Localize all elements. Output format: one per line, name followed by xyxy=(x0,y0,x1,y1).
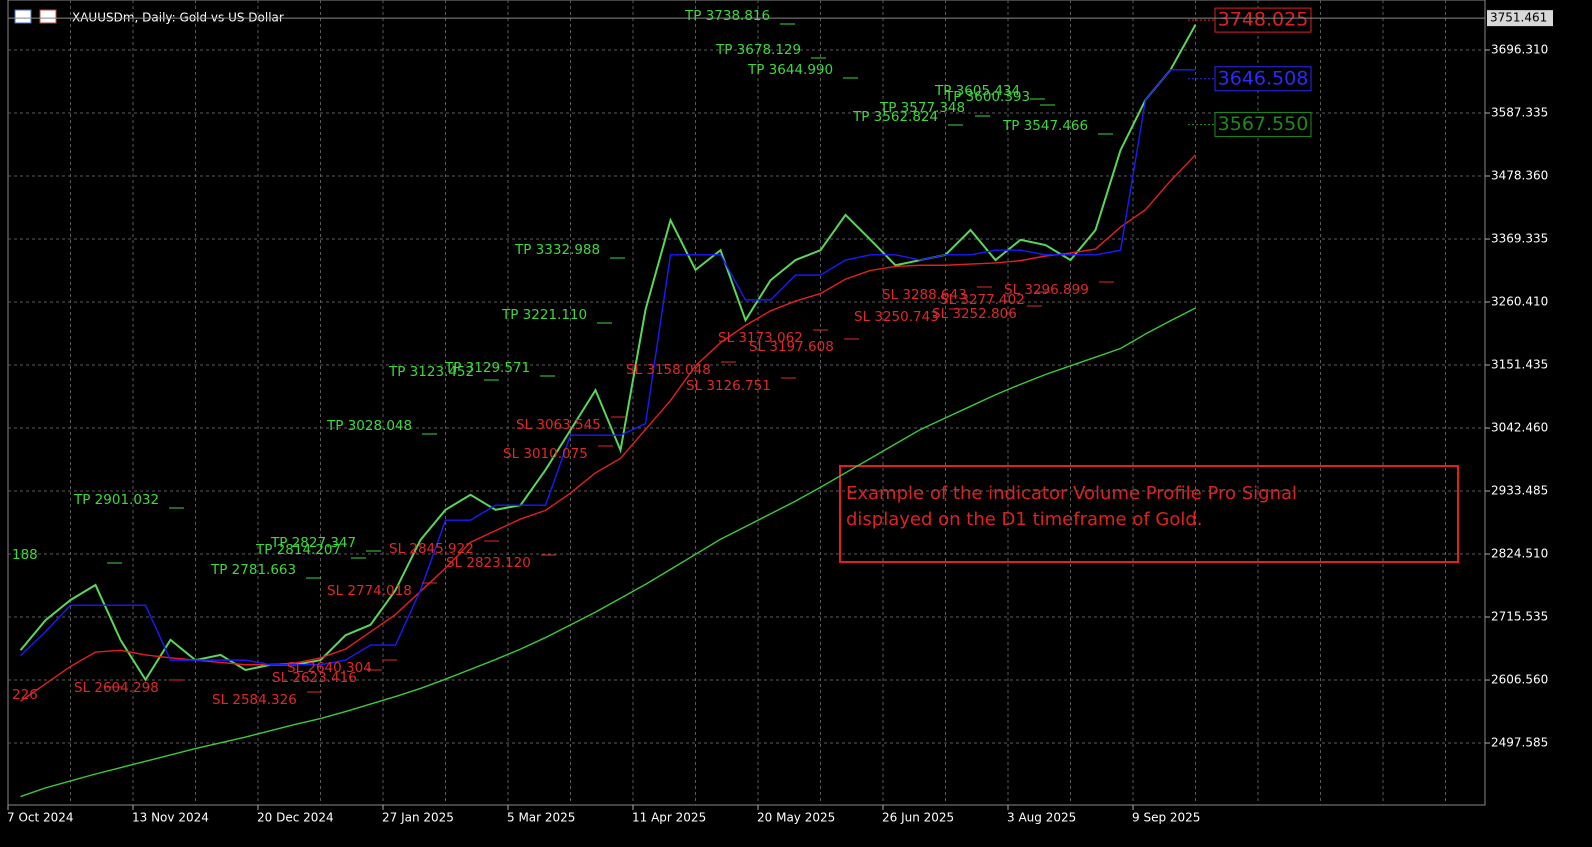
sl-label: SL 3126.751 xyxy=(686,378,771,394)
price-box xyxy=(1214,111,1312,137)
tp-label: TP 3332.988 xyxy=(514,242,600,258)
chart-title: XAUUSDm, Daily: Gold vs US Dollar xyxy=(72,11,284,25)
x-tick-label: 9 Sep 2025 xyxy=(1132,811,1200,825)
x-tick-label: 13 Nov 2024 xyxy=(132,811,209,825)
tp-label: 188 xyxy=(12,547,38,563)
tp-label: TP 3123.452 xyxy=(388,364,474,380)
tp-label: TP 3605.434 xyxy=(934,83,1020,99)
x-tick-label: 26 Jun 2025 xyxy=(882,811,954,825)
sl-label: SL 3250.743 xyxy=(854,309,939,325)
sl-label: 226 xyxy=(12,687,38,703)
icon xyxy=(39,9,57,24)
x-tick-label: 7 Oct 2024 xyxy=(7,811,74,825)
tp-label: TP 3129.571 xyxy=(444,360,530,376)
last-price-box xyxy=(1487,10,1553,27)
price-box xyxy=(1214,7,1312,33)
x-tick-label: 20 Dec 2024 xyxy=(257,811,334,825)
price-label: 3567.550 xyxy=(1218,113,1309,135)
y-tick-label: 3042.460 xyxy=(1491,421,1548,435)
sl-label: SL 3296.899 xyxy=(1004,282,1089,298)
note-line: displayed on the D1 timeframe of Gold. xyxy=(846,509,1203,530)
series-line xyxy=(20,154,1197,702)
tp-label: TP 2901.032 xyxy=(73,492,159,508)
y-tick-label: 2497.585 xyxy=(1491,736,1548,750)
sl-label: SL 2604.298 xyxy=(74,680,159,696)
sl-label: SL 2845.922 xyxy=(389,541,474,557)
sl-label: SL 2823.120 xyxy=(446,555,531,571)
x-tick-label: 5 Mar 2025 xyxy=(507,811,575,825)
plot-frame xyxy=(7,0,1486,806)
y-tick-label: 2933.485 xyxy=(1491,484,1548,498)
tp-label: TP 3600.393 xyxy=(944,89,1030,105)
price-label: 3748.025 xyxy=(1218,9,1309,31)
sl-label: SL 3277.402 xyxy=(940,292,1025,308)
x-tick-label: 3 Aug 2025 xyxy=(1007,811,1076,825)
sl-label: SL 2640.304 xyxy=(287,660,372,676)
y-tick-label: 3696.310 xyxy=(1491,43,1548,57)
y-tick-label: 3260.410 xyxy=(1491,295,1548,309)
sl-label: SL 2774.018 xyxy=(327,583,412,599)
last-price-label: 3751.461 xyxy=(1490,11,1547,25)
sl-label: SL 3252.806 xyxy=(932,306,1017,322)
y-tick-label: 2715.535 xyxy=(1491,610,1548,624)
y-tick-label: 3587.335 xyxy=(1491,106,1548,120)
sl-label: SL 3063.545 xyxy=(516,417,601,433)
series-line xyxy=(19,24,1197,682)
sl-label: SL 3173.062 xyxy=(718,330,803,346)
note-box xyxy=(839,465,1459,563)
tp-label: TP 3644.990 xyxy=(747,62,833,78)
sl-label: SL 3010.075 xyxy=(503,446,588,462)
sl-label: SL 3288.643 xyxy=(882,287,967,303)
y-tick-label: 3369.335 xyxy=(1491,232,1548,246)
icon xyxy=(14,9,32,24)
tp-label: TP 3738.816 xyxy=(684,8,770,24)
tp-label: TP 2814.207 xyxy=(255,542,341,558)
note-line: Example of the indicator Volume Profile … xyxy=(846,483,1297,504)
tp-label: TP 3221.110 xyxy=(501,307,587,323)
y-tick-label: 2606.560 xyxy=(1491,673,1548,687)
tp-label: TP 3577.348 xyxy=(879,100,965,116)
tp-label: TP 3028.048 xyxy=(326,418,412,434)
y-tick-label: 2824.510 xyxy=(1491,547,1548,561)
sl-label: SL 3197.608 xyxy=(749,339,834,355)
x-tick-label: 27 Jan 2025 xyxy=(382,811,454,825)
tp-label: TP 3562.824 xyxy=(852,109,938,125)
y-tick-label: 3151.435 xyxy=(1491,358,1548,372)
x-tick-label: 11 Apr 2025 xyxy=(632,811,706,825)
tp-label: TP 3678.129 xyxy=(715,42,801,58)
y-tick-label: 3478.360 xyxy=(1491,169,1548,183)
x-tick-label: 20 May 2025 xyxy=(757,811,835,825)
series-line xyxy=(20,69,1196,666)
tp-label: TP 3547.466 xyxy=(1002,118,1088,134)
sl-label: SL 2584.326 xyxy=(212,692,297,708)
price-box xyxy=(1214,66,1312,92)
tp-label: TP 2781.663 xyxy=(210,562,296,578)
price-label: 3646.508 xyxy=(1218,67,1309,89)
tp-label: TP 2827.347 xyxy=(270,535,356,551)
sl-label: SL 2623.416 xyxy=(272,670,357,686)
sl-label: SL 3158.048 xyxy=(626,362,711,378)
series-line xyxy=(20,307,1196,798)
